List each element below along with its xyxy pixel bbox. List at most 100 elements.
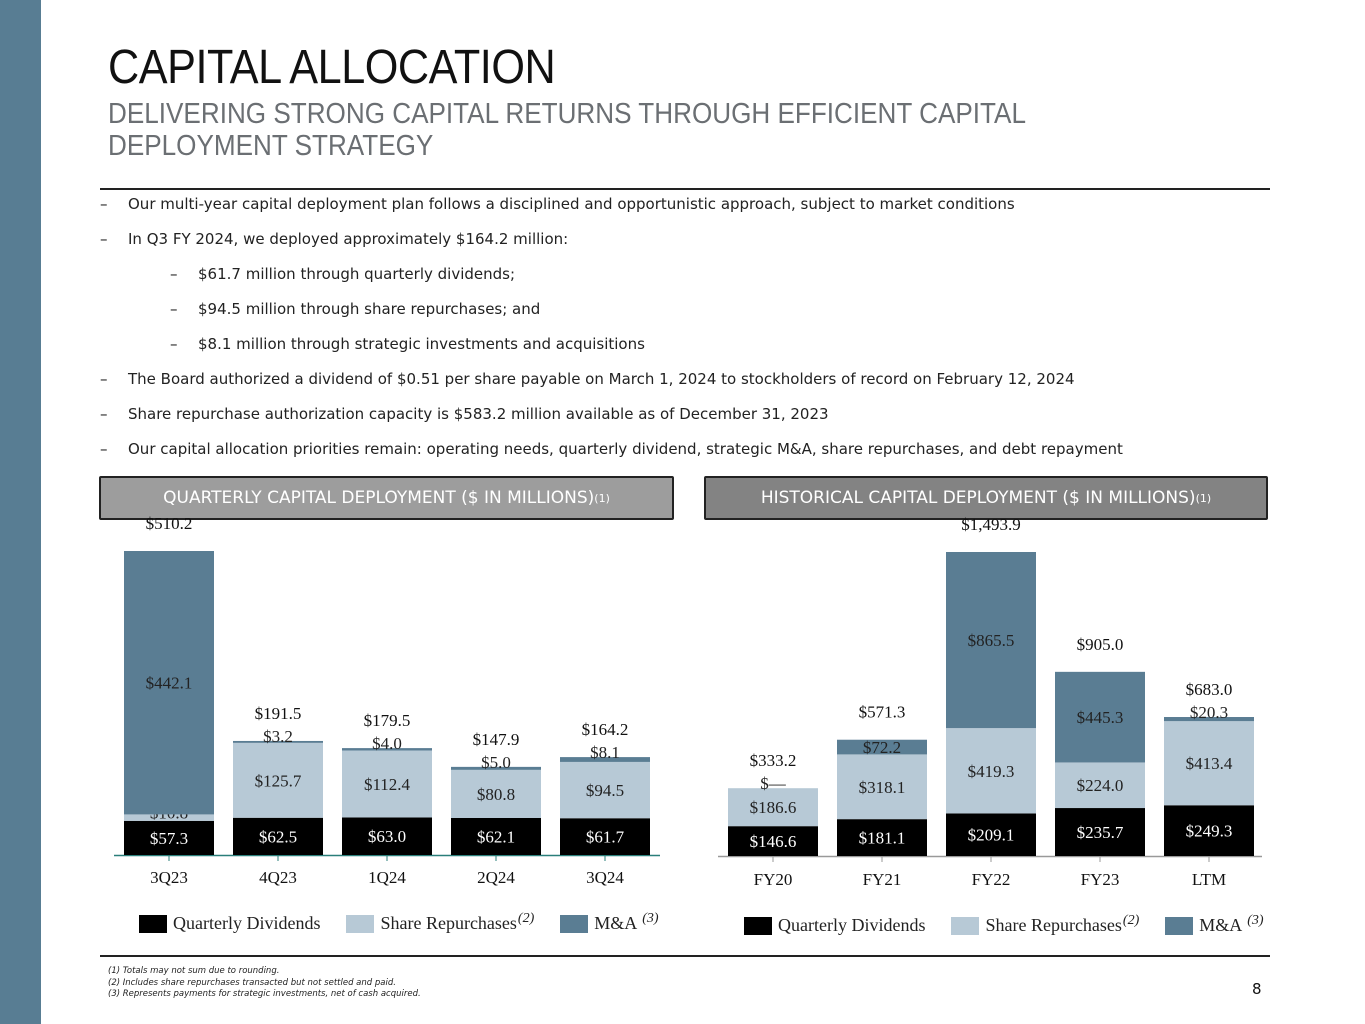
legend-label: Share Repurchases (380, 913, 517, 933)
historical-panel-title: HISTORICAL CAPITAL DEPLOYMENT ($ IN MILL… (760, 488, 1196, 508)
bar-value-label: $445.3 (1077, 708, 1124, 727)
bar-value-label: $63.0 (368, 827, 406, 846)
bar-segment-repurchases (342, 750, 432, 818)
x-tick-label: 1Q24 (368, 868, 406, 887)
top-divider (100, 188, 1270, 190)
bar-segment-dividends (451, 817, 541, 855)
bullet-text: $94.5 million through share repurchases;… (198, 300, 541, 318)
bar-value-label: $318.1 (859, 778, 906, 797)
bullet-item: – Our multi-year capital deployment plan … (100, 195, 1015, 213)
bullet-text: Our multi-year capital deployment plan f… (128, 195, 1015, 213)
sub-bullet-item: – $94.5 million through share repurchases… (170, 300, 540, 318)
bar-value-label: $865.5 (968, 631, 1015, 650)
bar-total-label: $191.5 (255, 704, 302, 723)
bar-segment-dividends (728, 826, 818, 856)
bar-segment-repurchases (560, 761, 650, 819)
bar-segment-dividends (233, 817, 323, 855)
bar-value-label: $419.3 (968, 762, 1015, 781)
bar-segment-dividends (1055, 808, 1145, 856)
x-tick-label: 3Q24 (586, 868, 624, 887)
legend-label: Share Repurchases (985, 915, 1122, 935)
bar-value-label: $112.4 (364, 775, 411, 794)
bar-total-label: $510.2 (146, 514, 193, 533)
bar-segment-ma (233, 740, 323, 743)
bar-total-label: $164.2 (582, 720, 629, 739)
bar-segment-ma (1055, 671, 1145, 763)
footnote-ref: (3) (1247, 912, 1264, 928)
bar-value-label: $20.3 (1190, 703, 1228, 722)
legend-item-ma: M&A (3) (1165, 912, 1264, 936)
bar-segment-dividends (946, 813, 1036, 856)
bullet-dash: – (100, 405, 108, 423)
bottom-divider (100, 955, 1270, 957)
bar-value-label: $235.7 (1077, 823, 1124, 842)
bar-segment-dividends (342, 817, 432, 855)
legend-label: Quarterly Dividends (778, 915, 926, 935)
bullet-dash: – (170, 335, 178, 353)
x-tick-label: FY21 (863, 870, 902, 889)
bar-value-label: $62.5 (259, 827, 297, 846)
footnote-ref: (2) (1122, 912, 1140, 928)
page-number: 8 (1252, 980, 1262, 998)
quarterly-legend: Quarterly Dividends Share Repurchases (2)… (139, 910, 685, 934)
bullet-text: In Q3 FY 2024, we deployed approximately… (128, 230, 569, 248)
bullet-text: $61.7 million through quarterly dividend… (198, 265, 516, 283)
legend-item-repurchases: Share Repurchases (2) (951, 912, 1140, 936)
bar-value-label: $186.6 (750, 798, 797, 817)
bar-value-label: $442.1 (146, 674, 193, 693)
ma-swatch (1165, 916, 1194, 935)
bar-total-label: $179.5 (364, 711, 411, 730)
bullet-dash: – (100, 230, 108, 248)
bar-segment-ma (124, 551, 214, 815)
bullet-text: The Board authorized a dividend of $0.51… (128, 370, 1075, 388)
bar-total-label: $147.9 (473, 730, 520, 749)
bar-total-label: $905.0 (1077, 635, 1124, 654)
footnote-ref: (3) (642, 910, 659, 926)
bar-segment-repurchases (837, 754, 927, 820)
bar-total-label: $683.0 (1186, 680, 1233, 699)
bullet-text: Our capital allocation priorities remain… (128, 440, 1123, 458)
bar-total-label: $1,493.9 (961, 515, 1021, 534)
bar-segment-repurchases (1055, 762, 1145, 809)
bullet-item: – Share repurchase authorization capacity… (100, 405, 829, 423)
bar-value-label: $57.3 (150, 829, 188, 848)
legend-label: M&A (1199, 915, 1243, 935)
x-tick-label: FY22 (972, 870, 1011, 889)
bar-value-label: $— (760, 774, 787, 793)
sub-bullet-item: – $8.1 million through strategic investme… (170, 335, 645, 353)
footnotes: (1) Totals may not sum due to rounding. … (108, 966, 421, 1001)
legend-item-ma: M&A (3) (560, 910, 659, 934)
footnote-3: (3) Represents payments for strategic in… (108, 989, 421, 999)
bar-segment-repurchases (124, 814, 214, 821)
bar-total-label: $333.2 (750, 751, 797, 770)
bar-segment-ma (451, 766, 541, 770)
footnote-ref: (1) (1195, 491, 1212, 505)
bar-value-label: $181.1 (859, 829, 906, 848)
legend-label: M&A (594, 913, 638, 933)
bar-segment-ma (1164, 717, 1254, 722)
bar-value-label: $3.2 (263, 727, 293, 746)
bar-value-label: $94.5 (586, 781, 624, 800)
bar-segment-ma (837, 739, 927, 755)
bar-segment-dividends (837, 819, 927, 856)
historical-legend: Quarterly Dividends Share Repurchases (2)… (744, 912, 1290, 936)
legend-item-repurchases: Share Repurchases (2) (346, 910, 535, 934)
bullet-dash: – (100, 370, 108, 388)
bullet-item: – In Q3 FY 2024, we deployed approximatel… (100, 230, 568, 248)
bar-segment-dividends (124, 820, 214, 855)
bar-total-label: $571.3 (859, 703, 906, 722)
legend-item-dividends: Quarterly Dividends (744, 915, 925, 936)
bar-value-label: $125.7 (255, 771, 302, 790)
bar-value-label: $209.1 (968, 826, 1015, 845)
footnote-ref: (2) (517, 910, 535, 926)
x-tick-label: 2Q24 (477, 868, 515, 887)
bar-value-label: $80.8 (477, 785, 515, 804)
footnote-ref: (1) (594, 491, 610, 505)
repurchases-swatch (951, 916, 980, 935)
bar-segment-ma (560, 757, 650, 762)
bar-value-label: $224.0 (1077, 776, 1124, 795)
bar-segment-ma (342, 748, 432, 751)
x-tick-label: 3Q23 (150, 868, 188, 887)
bar-segment-repurchases (946, 728, 1036, 814)
